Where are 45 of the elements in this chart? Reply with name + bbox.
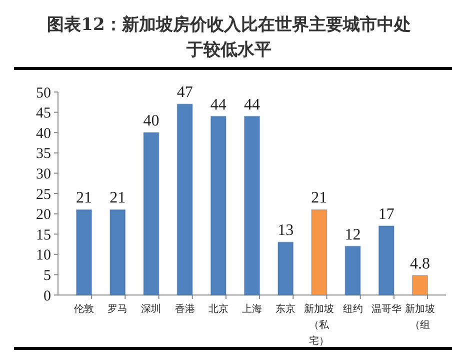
bar bbox=[311, 209, 328, 296]
x-tick-label: 温哥华 bbox=[371, 303, 402, 315]
bar bbox=[278, 242, 294, 296]
y-tick-label: 40 bbox=[36, 126, 51, 142]
x-tick-label: 罗马 bbox=[108, 304, 128, 315]
y-tick-label: 0 bbox=[44, 288, 51, 304]
data-label: 40 bbox=[143, 112, 160, 130]
bar bbox=[412, 275, 428, 296]
bar bbox=[143, 132, 160, 296]
bar bbox=[110, 209, 126, 296]
x-tick-label: 香港 bbox=[174, 303, 195, 315]
x-tick-label: 新加坡（组 bbox=[404, 303, 435, 331]
data-label: 12 bbox=[344, 226, 361, 244]
x-tick-label: 新加坡（私宅） bbox=[304, 303, 334, 347]
y-tick-label: 10 bbox=[36, 248, 51, 264]
y-tick-label: 50 bbox=[36, 85, 51, 102]
data-label: 47 bbox=[176, 84, 193, 102]
y-tick-label: 30 bbox=[36, 166, 51, 182]
x-tick-label: 纽约 bbox=[342, 303, 363, 315]
y-tick-label: 45 bbox=[36, 106, 51, 122]
data-label: 44 bbox=[210, 96, 226, 114]
bar bbox=[344, 246, 361, 296]
y-tick-label: 35 bbox=[36, 146, 51, 162]
data-label: 17 bbox=[378, 206, 394, 223]
bar bbox=[176, 104, 193, 296]
y-tick-label: 20 bbox=[36, 207, 51, 224]
bar bbox=[76, 209, 92, 296]
x-tick-label: 伦敦 bbox=[74, 303, 94, 315]
data-label: 21 bbox=[110, 190, 126, 207]
data-label: 21 bbox=[311, 190, 328, 207]
bar bbox=[244, 116, 260, 296]
data-label: 4.8 bbox=[410, 256, 430, 273]
data-label: 44 bbox=[244, 96, 260, 114]
x-tick-label: 上海 bbox=[242, 303, 262, 315]
chart-title: 图表12：新加坡房价收入比在世界主要城市中处于较低水平 bbox=[47, 15, 411, 60]
y-tick-label: 15 bbox=[36, 227, 51, 244]
x-tick-label: 北京 bbox=[208, 303, 228, 315]
bar bbox=[378, 225, 394, 296]
data-label: 21 bbox=[76, 190, 92, 207]
bar bbox=[210, 116, 226, 296]
data-label: 13 bbox=[278, 222, 294, 240]
x-tick-label: 东京 bbox=[276, 303, 296, 315]
y-tick-label: 5 bbox=[44, 268, 51, 284]
x-tick-label: 深圳 bbox=[141, 303, 162, 315]
y-tick-label: 25 bbox=[36, 186, 51, 203]
